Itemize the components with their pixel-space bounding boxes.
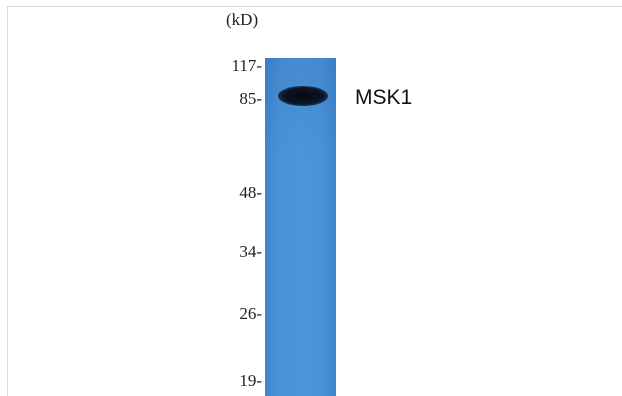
image-frame [7, 6, 622, 396]
protein-band [278, 86, 328, 106]
marker-48: 48- [239, 183, 262, 202]
marker-26: 26- [239, 304, 262, 323]
marker-19: 19- [239, 371, 262, 390]
blot-lane [265, 58, 336, 396]
marker-117: 117- [231, 56, 262, 75]
lane-shading [265, 58, 336, 396]
unit-label: (kD) [226, 10, 259, 29]
band-label: MSK1 [355, 86, 413, 109]
marker-34: 34- [239, 242, 262, 261]
marker-85: 85- [239, 89, 262, 108]
